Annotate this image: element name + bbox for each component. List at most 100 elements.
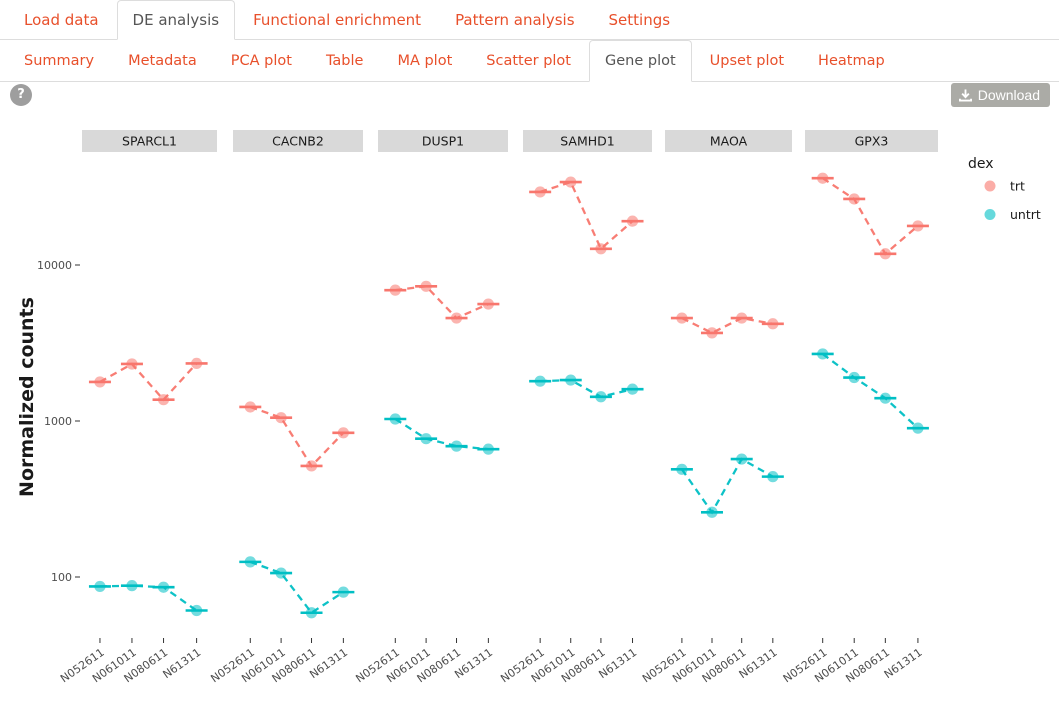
facet-label: SPARCL1 <box>122 134 177 149</box>
data-point-untrt <box>244 556 256 568</box>
data-point-trt <box>706 327 718 339</box>
gene-plot-canvas: Normalized counts100100010000SPARCL1N052… <box>16 130 1041 685</box>
data-point-untrt <box>565 374 577 386</box>
facet-label: GPX3 <box>855 134 889 149</box>
data-point-untrt <box>482 443 494 455</box>
facet-label: MAOA <box>710 134 748 149</box>
data-point-untrt <box>595 391 607 403</box>
series-line-trt <box>681 316 774 335</box>
facet-strip <box>523 130 652 152</box>
data-point-untrt <box>275 567 287 579</box>
help-button[interactable]: ? <box>10 84 32 106</box>
data-point-untrt <box>191 604 203 617</box>
tab-label: PCA plot <box>230 53 292 69</box>
series-line-untrt <box>540 378 633 399</box>
data-point-trt <box>848 193 860 205</box>
series-line-untrt <box>99 584 198 612</box>
tab-label: Heatmap <box>818 53 885 69</box>
facet-label: CACNB2 <box>272 134 324 149</box>
data-point-trt <box>879 248 891 260</box>
legend-key-trt <box>984 180 996 192</box>
data-point-untrt <box>337 586 349 598</box>
legend-title: dex <box>968 156 994 172</box>
data-point-trt <box>420 280 432 292</box>
series-line-trt <box>395 285 489 320</box>
subtab-scatter-plot[interactable]: Scatter plot <box>470 40 587 82</box>
tab-label: Gene plot <box>588 40 692 82</box>
data-point-untrt <box>767 471 779 483</box>
data-point-untrt <box>706 506 718 518</box>
tab-settings[interactable]: Settings <box>593 0 687 40</box>
subtab-upset-plot[interactable]: Upset plot <box>694 40 800 82</box>
subtab-gene-plot[interactable]: Gene plot <box>588 40 692 82</box>
data-point-trt <box>482 298 494 310</box>
data-point-trt <box>389 284 401 296</box>
data-point-trt <box>676 312 688 324</box>
data-point-trt <box>244 401 256 413</box>
legend-key-untrt <box>984 209 996 220</box>
subtab-ma-plot[interactable]: MA plot <box>381 40 468 82</box>
data-point-trt <box>450 312 463 324</box>
data-point-untrt <box>94 580 106 593</box>
facet-strip <box>233 130 363 152</box>
subtab-metadata[interactable]: Metadata <box>112 40 213 82</box>
subtab-heatmap[interactable]: Heatmap <box>802 40 901 82</box>
facet-strip <box>805 130 938 152</box>
data-point-untrt <box>420 433 432 445</box>
data-point-trt <box>595 243 607 255</box>
data-point-untrt <box>534 375 546 387</box>
subtab-pca-plot[interactable]: PCA plot <box>215 40 308 82</box>
subtab-summary[interactable]: Summary <box>8 40 110 82</box>
tab-functional-enrichment[interactable]: Functional enrichment <box>237 0 437 40</box>
data-point-trt <box>275 412 287 424</box>
tab-label: Upset plot <box>709 53 785 69</box>
data-point-trt <box>912 220 924 232</box>
facet-label: SAMHD1 <box>560 134 614 149</box>
tab-pattern-analysis[interactable]: Pattern analysis <box>439 0 590 40</box>
x-tick-label: N61311 <box>160 646 203 681</box>
series-line-trt <box>99 362 198 402</box>
data-point-untrt <box>450 440 463 452</box>
data-point-trt <box>337 427 349 439</box>
gene-plot: Normalized counts 100 1000 10000 SPARCL1 N052… <box>0 120 1059 701</box>
series-line-trt <box>822 177 919 256</box>
data-point-untrt <box>389 413 401 425</box>
data-point-untrt <box>879 392 891 404</box>
series-line-trt <box>249 405 345 468</box>
sub-tab-bar: Summary Metadata PCA plot Table MA plot Scatt… <box>0 40 1059 82</box>
tab-label: Load data <box>24 11 99 29</box>
data-point-untrt <box>626 383 639 395</box>
data-point-untrt <box>126 580 138 592</box>
legend-label-trt: trt <box>1010 179 1025 194</box>
data-point-trt <box>191 357 203 370</box>
data-point-trt <box>565 176 577 188</box>
series-line-untrt <box>680 457 774 515</box>
series-line-untrt <box>249 560 345 615</box>
series-line-untrt <box>394 418 489 451</box>
data-point-untrt <box>305 607 318 619</box>
tab-label: Metadata <box>128 53 197 69</box>
tab-label: Settings <box>608 11 671 29</box>
facet-strip <box>82 130 217 152</box>
data-point-untrt <box>817 348 829 360</box>
data-point-trt <box>817 172 829 184</box>
tab-load-data[interactable]: Load data <box>8 0 115 40</box>
data-point-untrt <box>736 453 748 465</box>
y-axis-title: Normalized counts <box>16 297 38 497</box>
facet-strip <box>378 130 508 152</box>
subtab-table[interactable]: Table <box>310 40 380 82</box>
download-button-label: Download <box>977 87 1040 103</box>
y-tick-label: 100 <box>51 571 72 584</box>
main-tab-bar: Load data DE analysis Functional enrichmen… <box>0 0 1059 40</box>
tab-label: DE analysis <box>116 0 236 40</box>
tab-label: Pattern analysis <box>455 11 575 29</box>
series-line-trt <box>539 180 634 251</box>
facet-strip <box>665 130 792 152</box>
data-point-untrt <box>848 371 860 384</box>
tab-de-analysis[interactable]: DE analysis <box>116 0 236 40</box>
data-point-untrt <box>676 463 688 475</box>
tab-label: Table <box>325 53 364 69</box>
tab-label: MA plot <box>397 53 453 69</box>
tab-label: Functional enrichment <box>253 11 422 29</box>
download-button[interactable]: Download <box>950 83 1050 107</box>
